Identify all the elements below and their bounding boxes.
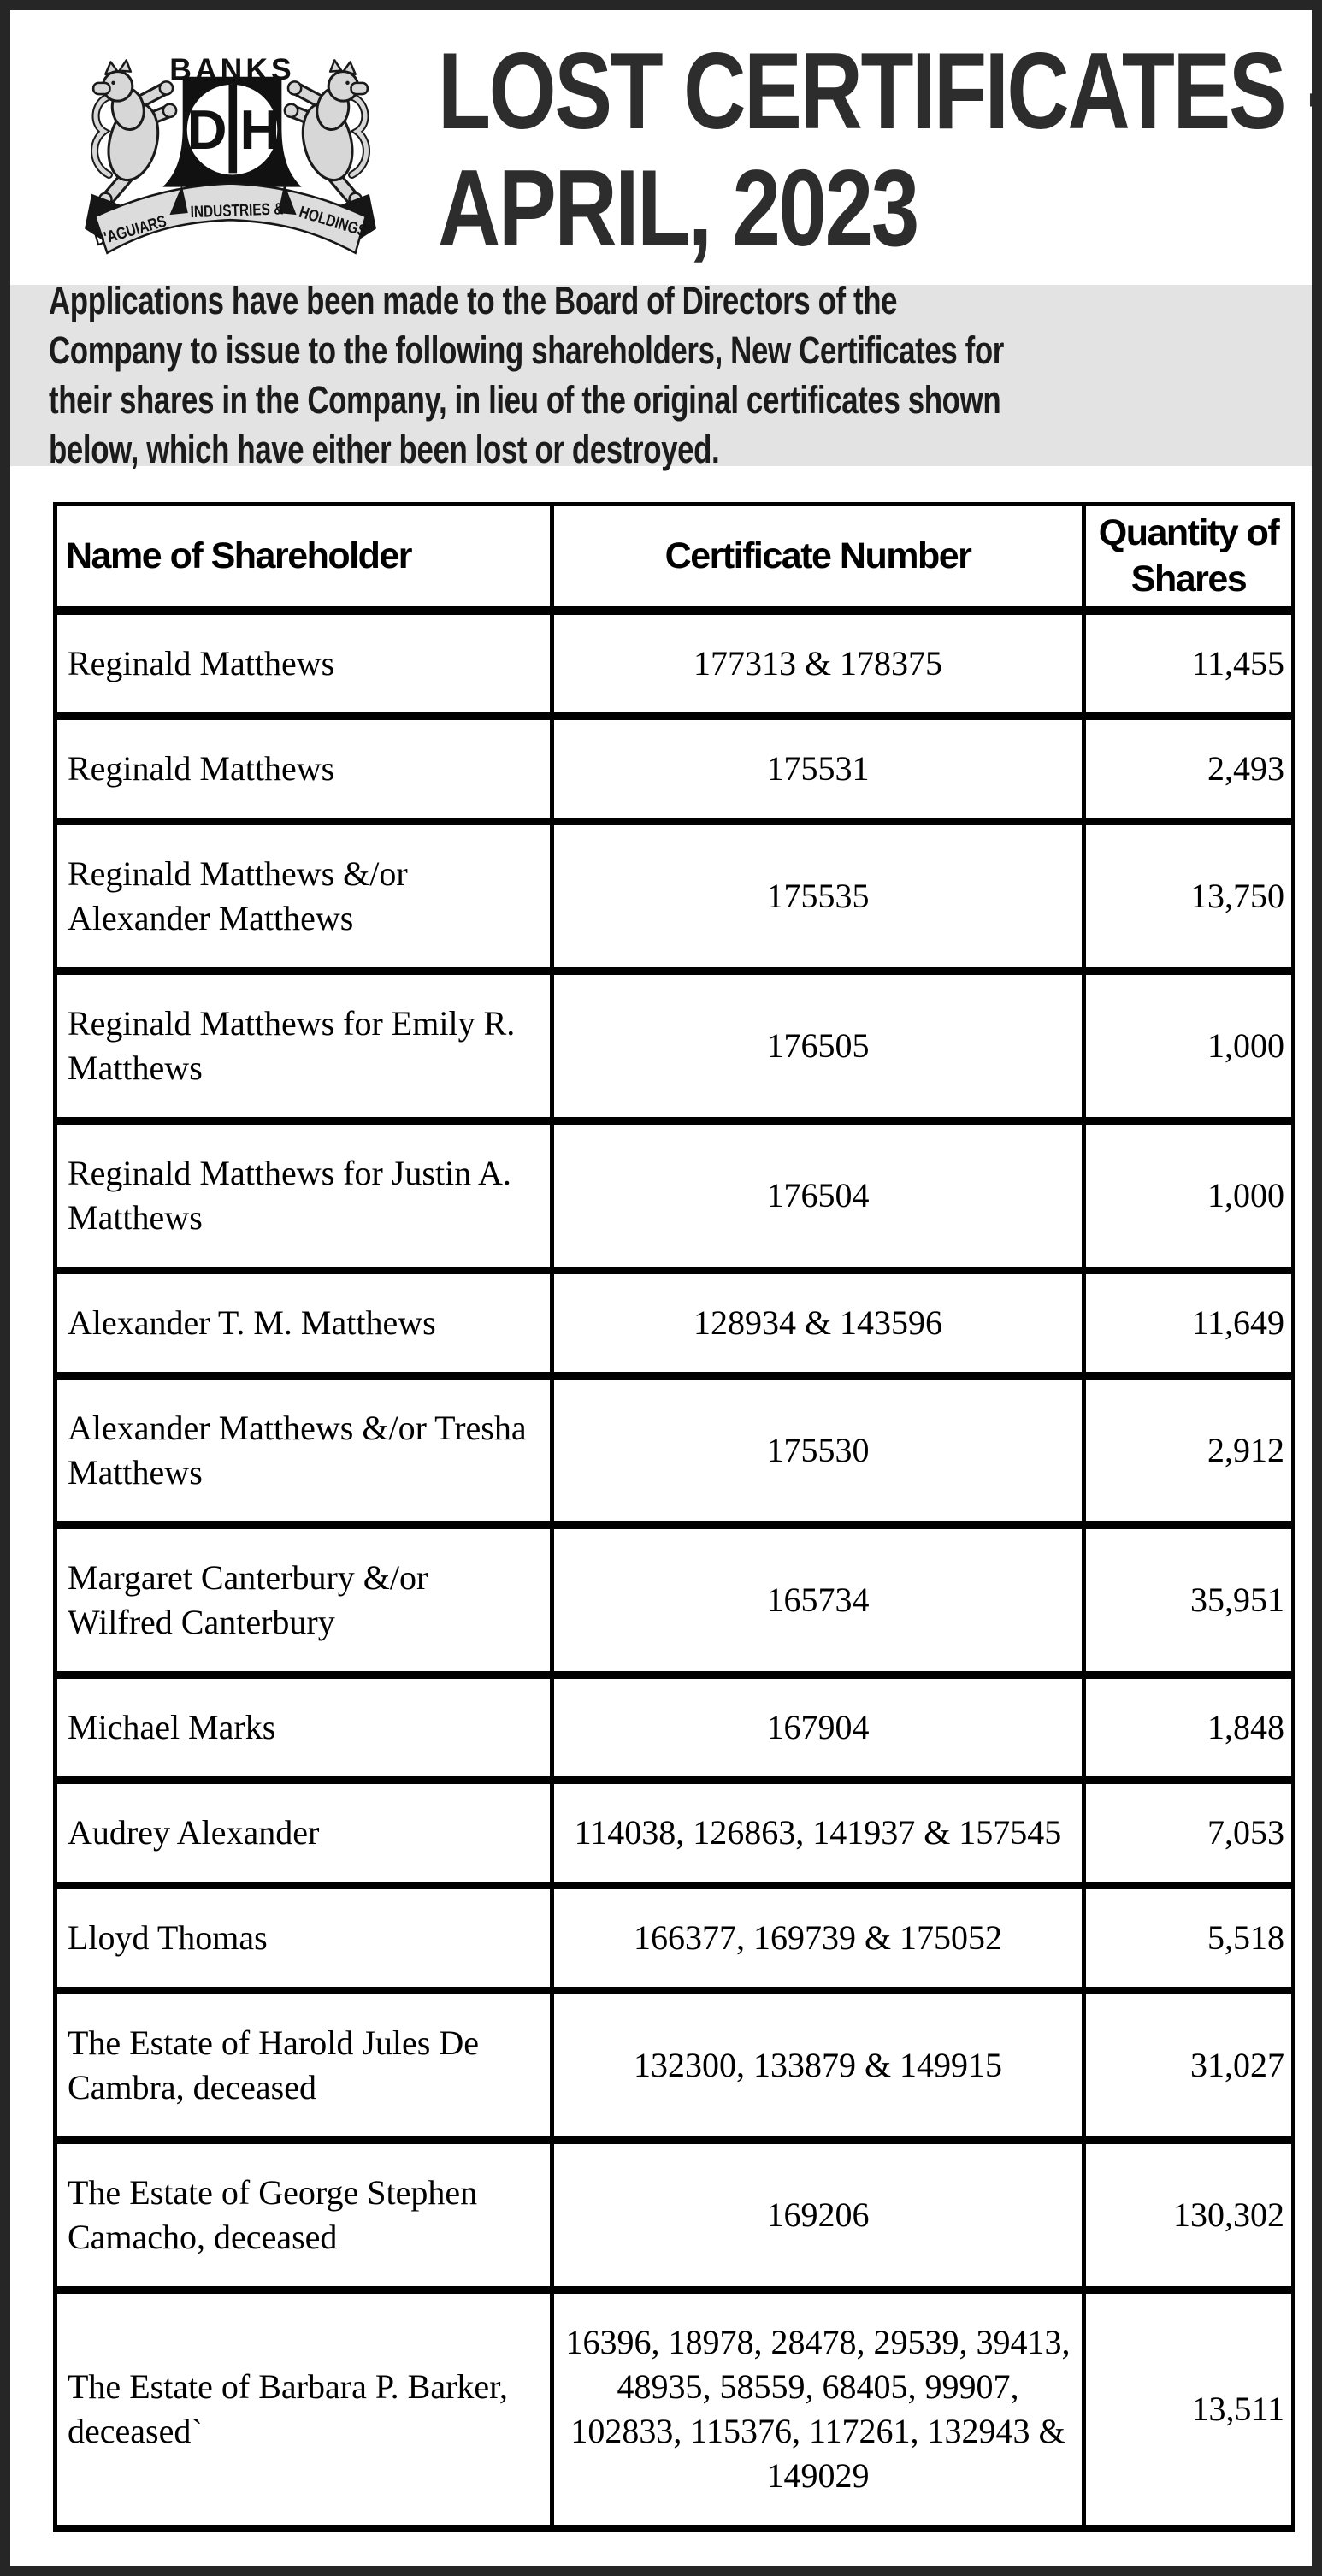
page-title-line2: APRIL, 2023 [438, 147, 919, 269]
table-row: Alexander Matthews &/or Tresha Matthews … [53, 1372, 1295, 1529]
table-row: The Estate of George Stephen Camacho, de… [53, 2136, 1295, 2294]
monogram-d: D [187, 98, 227, 161]
ribbon-label-industries: INDUSTRIES & [190, 199, 284, 222]
table-row: The Estate of Barbara P. Barker, decease… [53, 2286, 1295, 2532]
certificate-number-cell: 177313 & 178375 [550, 606, 1086, 720]
shareholder-name-cell: Reginald Matthews &/or Alexander Matthew… [53, 818, 554, 975]
quantity-of-shares-cell: 11,649 [1082, 1267, 1295, 1380]
banks-wordmark: BANKS [169, 52, 295, 86]
shareholder-name-cell: Reginald Matthews [53, 712, 554, 825]
table-row: Reginald Matthews 177313 & 178375 11,455 [53, 606, 1295, 720]
quantity-of-shares-cell: 35,951 [1082, 1521, 1295, 1679]
certificate-number-cell: 128934 & 143596 [550, 1267, 1086, 1380]
quantity-of-shares-cell: 130,302 [1082, 2136, 1295, 2294]
certificates-table-wrap: Name of Shareholder Certificate Number Q… [53, 502, 1295, 2532]
certificate-number-cell: 176504 [550, 1117, 1086, 1274]
shareholder-name-cell: Audrey Alexander [53, 1776, 554, 1889]
shareholder-name-cell: Michael Marks [53, 1671, 554, 1784]
shareholder-name-cell: Reginald Matthews for Emily R. Matthews [53, 967, 554, 1125]
quantity-of-shares-cell: 1,000 [1082, 1117, 1295, 1274]
shareholder-name-cell: The Estate of Harold Jules De Cambra, de… [53, 1987, 554, 2144]
certificate-number-cell: 166377, 169739 & 175052 [550, 1882, 1086, 1994]
lion-supporter-icon [90, 59, 178, 207]
certificate-number-cell: 175535 [550, 818, 1086, 975]
shareholder-name-cell: The Estate of Barbara P. Barker, decease… [53, 2286, 554, 2532]
certificate-number-cell: 114038, 126863, 141937 & 157545 [550, 1776, 1086, 1889]
quantity-of-shares-cell: 13,750 [1082, 818, 1295, 975]
ribbon-banner [93, 182, 368, 255]
shareholder-name-cell: Alexander T. M. Matthews [53, 1267, 554, 1380]
shareholder-name-cell: Reginald Matthews for Justin A. Matthews [53, 1117, 554, 1274]
header-name-of-shareholder: Name of Shareholder [53, 502, 554, 615]
notice-text: Applications have been made to the Board… [49, 279, 1004, 471]
certificate-number-cell: 169206 [550, 2136, 1086, 2294]
table-row: Michael Marks 167904 1,848 [53, 1671, 1295, 1784]
table-row: Margaret Canterbury &/or Wilfred Canterb… [53, 1521, 1295, 1679]
ribbon-crease-left [169, 185, 188, 216]
banks-dih-crest-logo: D H BANKS D'AGUIARS INDUSTRIES & HOLDING… [85, 52, 376, 255]
table-header: Name of Shareholder Certificate Number Q… [53, 502, 1295, 615]
page-title: LOST CERTIFICATES - APRIL, 2023 [438, 30, 1322, 269]
quantity-of-shares-cell: 31,027 [1082, 1987, 1295, 2144]
table-row: Reginald Matthews &/or Alexander Matthew… [53, 818, 1295, 975]
certificate-number-cell: 175531 [550, 712, 1086, 825]
quantity-of-shares-cell: 2,493 [1082, 712, 1295, 825]
lost-certificates-table: Name of Shareholder Certificate Number Q… [53, 502, 1295, 2532]
ribbon-crease-right [278, 183, 297, 216]
monogram-bar [228, 84, 238, 174]
quantity-of-shares-cell: 1,000 [1082, 967, 1295, 1125]
shareholder-name-cell: Reginald Matthews [53, 606, 554, 720]
table-row: Reginald Matthews for Emily R. Matthews … [53, 967, 1295, 1125]
table-row: Lloyd Thomas 166377, 169739 & 175052 5,5… [53, 1882, 1295, 1994]
quantity-of-shares-cell: 5,518 [1082, 1882, 1295, 1994]
table-row: Reginald Matthews 175531 2,493 [53, 712, 1295, 825]
table-header-row: Name of Shareholder Certificate Number Q… [53, 502, 1295, 615]
monogram-h: H [240, 98, 280, 161]
header-quantity-of-shares: Quantity of Shares [1082, 502, 1295, 615]
quantity-of-shares-cell: 1,848 [1082, 1671, 1295, 1784]
notice-band: Applications have been made to the Board… [10, 279, 1312, 471]
shareholder-name-cell: The Estate of George Stephen Camacho, de… [53, 2136, 554, 2294]
quantity-of-shares-cell: 11,455 [1082, 606, 1295, 720]
table-body: Reginald Matthews 177313 & 178375 11,455… [53, 606, 1295, 2532]
quantity-of-shares-cell: 13,511 [1082, 2286, 1295, 2532]
certificate-number-cell: 167904 [550, 1671, 1086, 1784]
certificate-number-cell: 165734 [550, 1521, 1086, 1679]
shareholder-name-cell: Alexander Matthews &/or Tresha Matthews [53, 1372, 554, 1529]
certificate-number-cell: 16396, 18978, 28478, 29539, 39413, 48935… [550, 2286, 1086, 2532]
page-title-line1: LOST CERTIFICATES - [438, 30, 1322, 151]
certificate-number-cell: 132300, 133879 & 149915 [550, 1987, 1086, 2144]
certificate-number-cell: 176505 [550, 967, 1086, 1125]
quantity-of-shares-cell: 7,053 [1082, 1776, 1295, 1889]
table-row: Audrey Alexander 114038, 126863, 141937 … [53, 1776, 1295, 1889]
shareholder-name-cell: Lloyd Thomas [53, 1882, 554, 1994]
shareholder-name-cell: Margaret Canterbury &/or Wilfred Canterb… [53, 1521, 554, 1679]
table-row: Alexander T. M. Matthews 128934 & 143596… [53, 1267, 1295, 1380]
quantity-of-shares-cell: 2,912 [1082, 1372, 1295, 1529]
certificate-number-cell: 175530 [550, 1372, 1086, 1529]
table-row: The Estate of Harold Jules De Cambra, de… [53, 1987, 1295, 2144]
table-row: Reginald Matthews for Justin A. Matthews… [53, 1117, 1295, 1274]
page-header: D H BANKS D'AGUIARS INDUSTRIES & HOLDING… [10, 10, 1312, 285]
header-certificate-number: Certificate Number [550, 502, 1086, 615]
